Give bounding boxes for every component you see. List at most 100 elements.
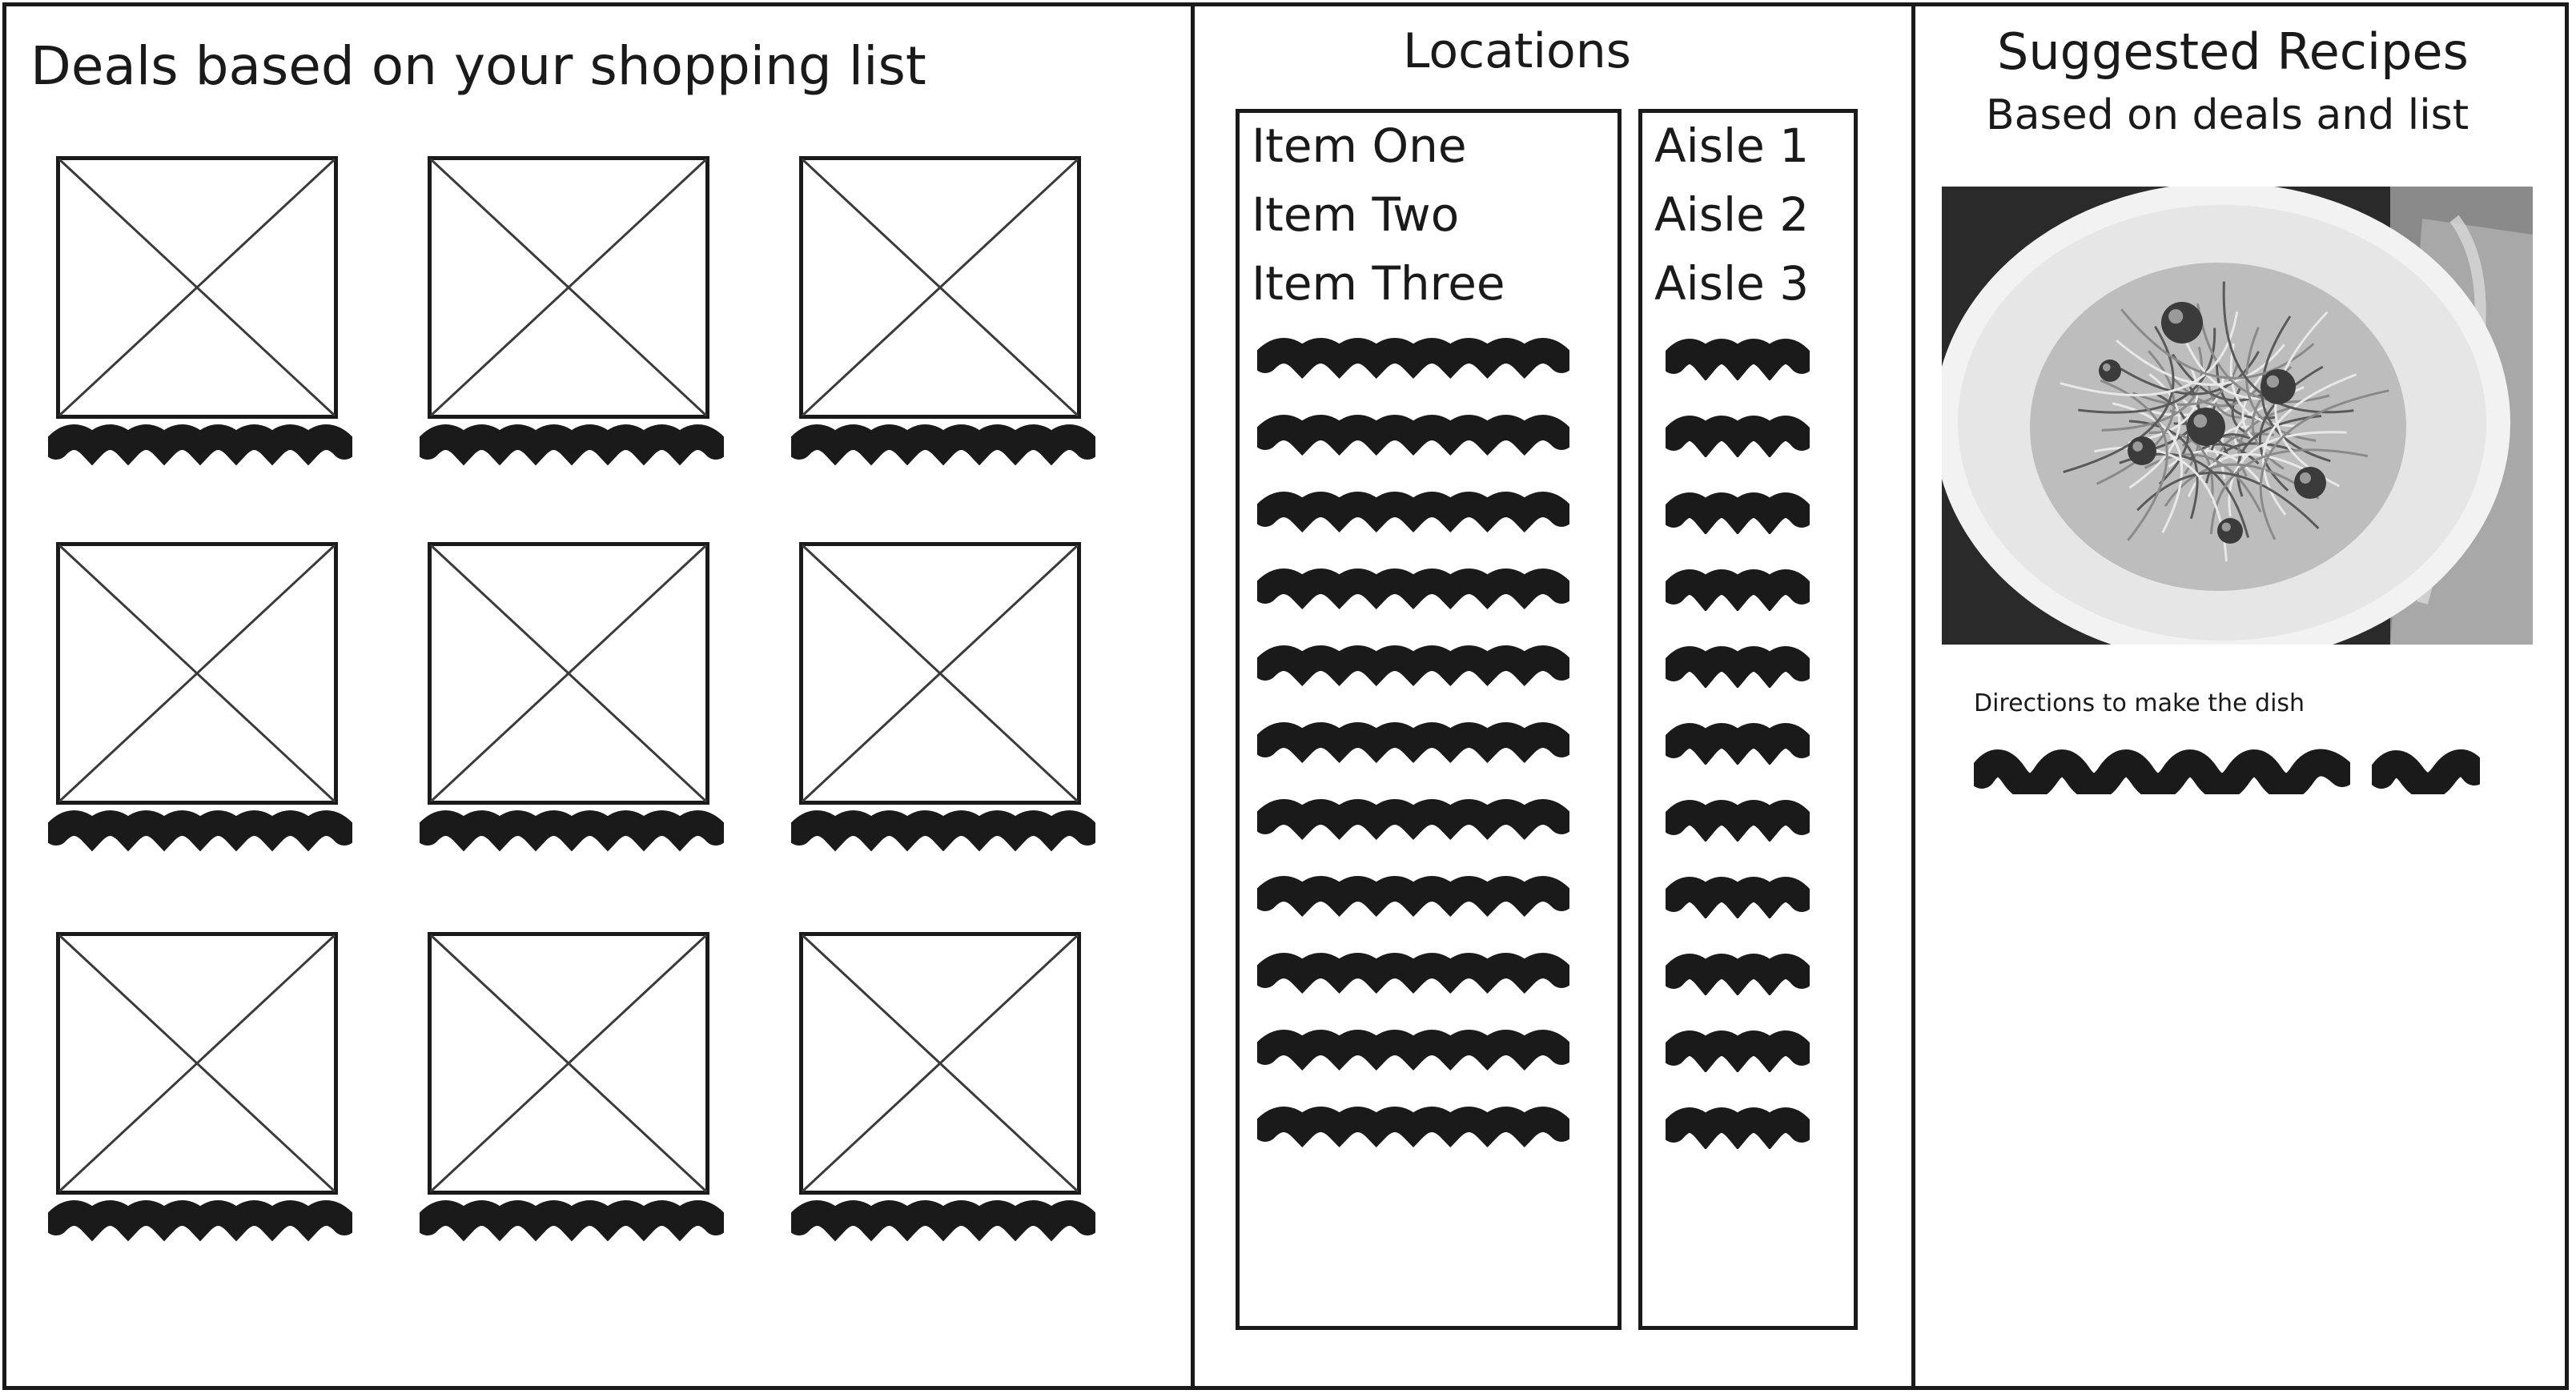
deal-image-placeholder <box>56 156 338 419</box>
deal-caption-placeholder <box>791 419 1095 468</box>
deal-card[interactable] <box>48 932 352 1244</box>
item-name-placeholder <box>1257 563 1569 613</box>
scribble-mark <box>1666 877 1810 918</box>
scribble-mark <box>1666 646 1810 688</box>
deal-image-placeholder <box>799 156 1081 419</box>
locations-title: Locations <box>1403 23 1632 79</box>
scribble-mark <box>1666 800 1810 842</box>
deal-card[interactable] <box>791 156 1095 468</box>
item-name-placeholder <box>1257 717 1569 766</box>
deal-image-placeholder <box>428 932 709 1195</box>
scribble-mark <box>1666 1030 1810 1072</box>
image-placeholder-icon <box>56 542 338 805</box>
item-name-placeholder <box>1257 870 1569 920</box>
scribble-mark <box>1666 569 1810 611</box>
deal-card[interactable] <box>420 156 724 468</box>
deal-card[interactable] <box>420 542 724 854</box>
scribble-mark <box>1666 416 1810 457</box>
deal-image-placeholder <box>799 542 1081 805</box>
scribble-mark <box>1257 1107 1569 1148</box>
aisle-placeholder <box>1666 950 1810 995</box>
image-placeholder-icon <box>56 156 338 419</box>
recipe-photo[interactable] <box>1942 187 2533 645</box>
aisle-placeholder <box>1666 1027 1810 1072</box>
item-name-placeholder <box>1257 947 1569 997</box>
item-list <box>1236 109 1622 1330</box>
image-placeholder-icon <box>799 542 1081 805</box>
scribble-mark <box>48 1200 352 1242</box>
item-name-placeholder <box>1257 1024 1569 1074</box>
image-placeholder-icon <box>56 932 338 1195</box>
deal-card[interactable] <box>48 542 352 854</box>
aisle-placeholder <box>1666 874 1810 918</box>
aisle-placeholder <box>1666 797 1810 842</box>
scribble-mark <box>1666 954 1810 995</box>
item-name-placeholder <box>1257 332 1569 382</box>
deal-image-placeholder <box>428 156 709 419</box>
scribble-mark <box>1257 722 1569 764</box>
scribble-mark <box>791 424 1095 466</box>
aisle-label: Aisle 2 <box>1654 187 1810 242</box>
scribble-mark <box>420 424 724 466</box>
deal-caption-placeholder <box>420 1195 724 1244</box>
scribble-mark <box>1257 953 1569 994</box>
aisle-placeholder <box>1666 1104 1810 1149</box>
item-name-placeholder <box>1257 409 1569 459</box>
deal-caption-placeholder <box>420 805 724 854</box>
item-name[interactable]: Item Three <box>1252 256 1505 311</box>
scribble-mark <box>1257 338 1569 380</box>
image-placeholder-icon <box>428 542 709 805</box>
scribble-mark <box>1257 645 1569 687</box>
scribble-mark <box>1666 1107 1810 1149</box>
deal-caption-placeholder <box>48 805 352 854</box>
aisle-list <box>1638 109 1858 1330</box>
deal-card[interactable] <box>791 932 1095 1244</box>
scribble-mark <box>1257 415 1569 456</box>
aisle-placeholder <box>1666 643 1810 688</box>
item-name[interactable]: Item One <box>1252 119 1467 173</box>
recipes-title: Suggested Recipes <box>1997 22 2469 81</box>
deal-caption-placeholder <box>791 1195 1095 1244</box>
item-name-placeholder <box>1257 793 1569 843</box>
scribble-mark <box>1257 876 1569 918</box>
directions-label: Directions to make the dish <box>1974 689 2305 717</box>
deal-caption-placeholder <box>420 419 724 468</box>
deal-image-placeholder <box>428 542 709 805</box>
deal-caption-placeholder <box>48 1195 352 1244</box>
scribble-mark <box>1666 339 1810 380</box>
scribble-mark <box>420 1200 724 1242</box>
scribble-mark <box>1257 799 1569 841</box>
deal-image-placeholder <box>56 542 338 805</box>
deal-card[interactable] <box>791 542 1095 854</box>
scribble-mark <box>48 810 352 852</box>
image-placeholder-icon <box>799 932 1081 1195</box>
deal-image-placeholder <box>799 932 1081 1195</box>
image-placeholder-icon <box>428 156 709 419</box>
aisle-placeholder <box>1666 412 1810 457</box>
scribble-mark <box>1666 492 1810 534</box>
item-name[interactable]: Item Two <box>1252 187 1460 242</box>
scribble-mark <box>1257 568 1569 610</box>
deal-caption-placeholder <box>791 805 1095 854</box>
panel-divider-right <box>1911 2 1915 1390</box>
aisle-placeholder <box>1666 720 1810 765</box>
image-placeholder-icon <box>799 156 1081 419</box>
scribble-mark <box>48 424 352 466</box>
aisle-placeholder <box>1666 489 1810 534</box>
deal-card[interactable] <box>420 932 724 1244</box>
directions-placeholder <box>2372 743 2480 794</box>
image-placeholder-icon <box>428 932 709 1195</box>
directions-placeholder <box>1974 743 2350 794</box>
item-name-placeholder <box>1257 486 1569 536</box>
deal-card[interactable] <box>48 156 352 468</box>
pasta-dish-image <box>1942 187 2533 645</box>
scribble-mark <box>791 1200 1095 1242</box>
scribble-mark <box>1257 1030 1569 1071</box>
scribble-mark <box>1666 723 1810 765</box>
scribble-long <box>1974 749 2350 794</box>
recipes-subtitle: Based on deals and list <box>1986 91 2470 139</box>
panel-divider-left <box>1191 2 1195 1390</box>
item-name-placeholder <box>1257 1101 1569 1151</box>
item-name-placeholder <box>1257 640 1569 689</box>
